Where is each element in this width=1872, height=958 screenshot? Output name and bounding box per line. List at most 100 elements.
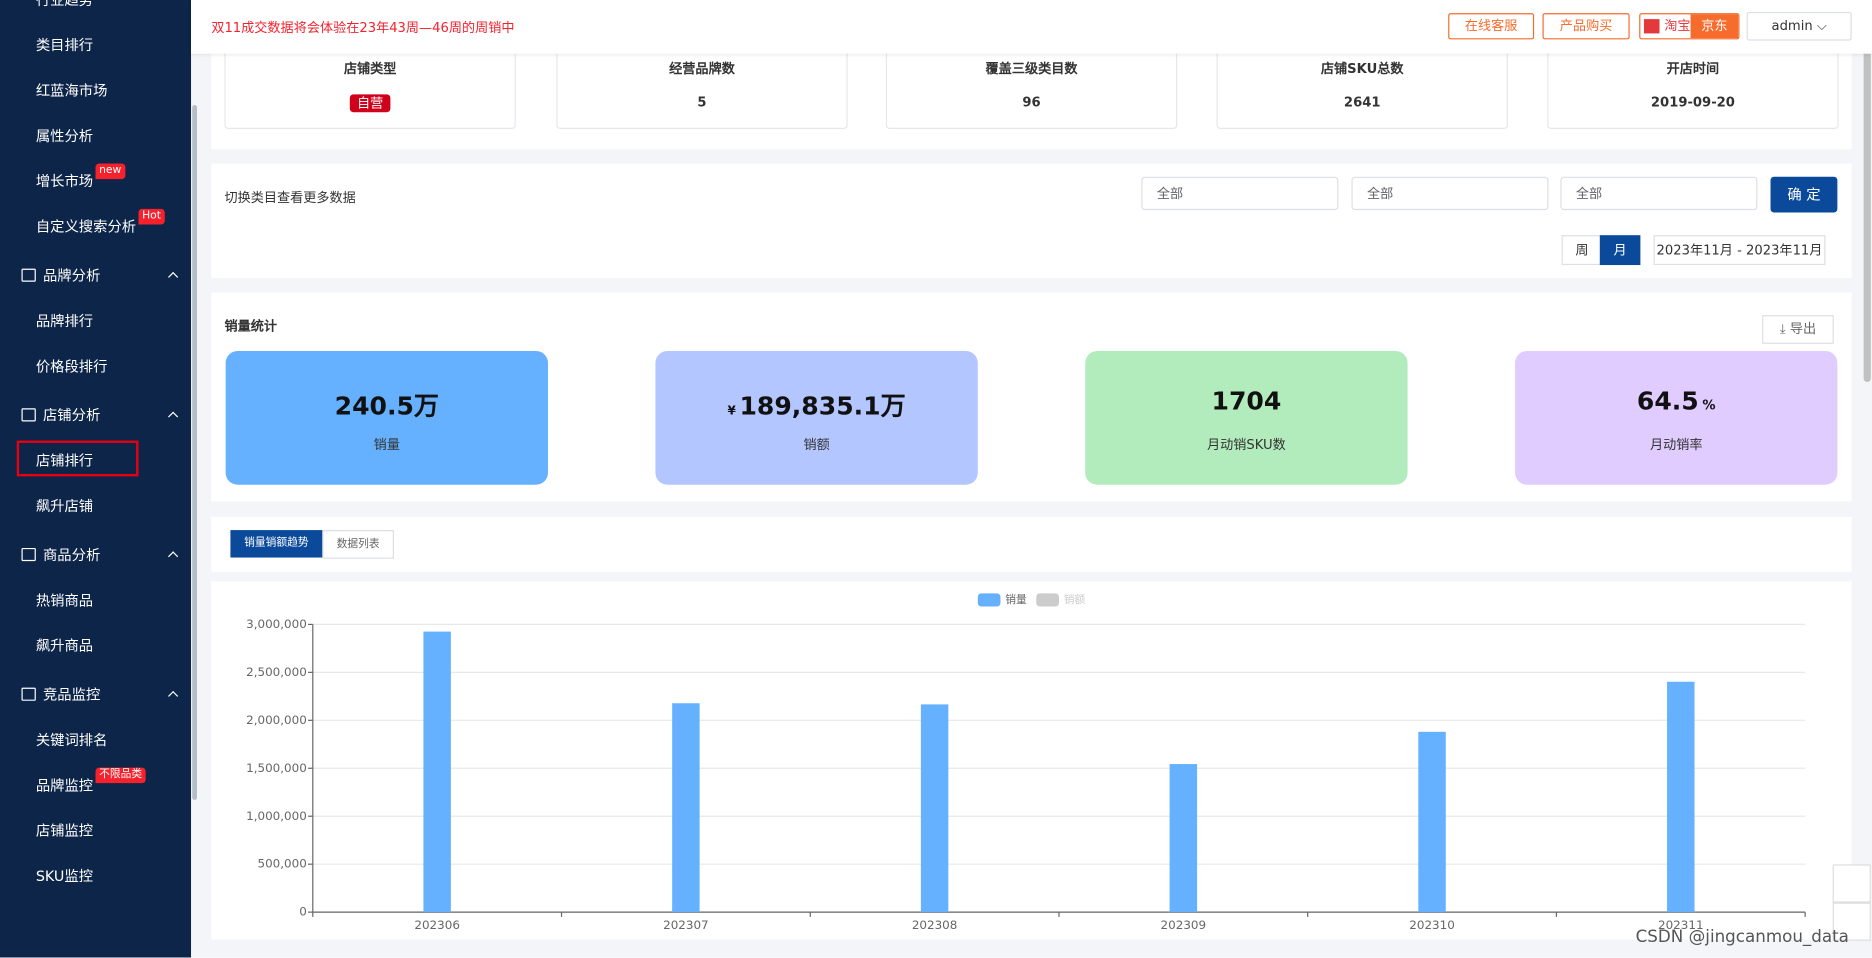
stat-value: 240.5万 <box>334 391 440 421</box>
info-label: 开店时间 <box>1666 60 1720 77</box>
bar <box>672 703 700 913</box>
info-value: 5 <box>697 94 707 110</box>
stat-label: 月动销SKU数 <box>1207 436 1286 453</box>
category-select[interactable]: 全部 <box>1141 176 1339 211</box>
top-button[interactable] <box>1832 902 1871 941</box>
nav-label[interactable]: SKU监控 <box>35 867 94 885</box>
qr-button[interactable] <box>1832 864 1871 903</box>
info-label: 店铺类型 <box>343 60 397 77</box>
nav-label[interactable]: 店铺分析 <box>42 407 101 424</box>
date-range[interactable]: 2023年11月 - 2023年11月 <box>1653 235 1826 266</box>
export-label[interactable]: 导出 <box>1789 321 1817 337</box>
info-card: 经营品牌数 5 <box>556 47 848 129</box>
info-value: 2641 <box>1343 94 1381 110</box>
bar <box>1169 764 1198 913</box>
tab-panel: 销量销额趋势 数据列表 <box>211 516 1852 572</box>
nav-group[interactable]: 竞品监控 <box>0 672 191 717</box>
nav-label[interactable]: 飙升店铺 <box>35 497 94 515</box>
nav-icon <box>21 408 36 422</box>
nav-label[interactable]: 类目排行 <box>35 37 94 54</box>
stat-label: 销额 <box>803 436 830 453</box>
x-tick-label: 202307 <box>663 918 709 932</box>
user-menu[interactable]: admin ⌵ <box>1746 11 1852 41</box>
tab-active[interactable]: 销量销额趋势 <box>230 530 323 558</box>
legend-label: 销额 <box>1064 593 1086 606</box>
platform-switch[interactable]: 淘宝 京东 <box>1639 13 1740 40</box>
header: 双11成交数据将会体验在23年43周—46周的周销中 在线客服 产品购买 淘宝 … <box>191 0 1872 54</box>
nav-label[interactable]: 自定义搜索分析 <box>35 218 137 236</box>
nav-group[interactable]: 品牌分析 <box>0 253 191 298</box>
nav-badge: new <box>95 163 125 180</box>
nav-label[interactable]: 店铺排行 <box>35 452 94 470</box>
nav-item[interactable]: 飙升商品 <box>0 623 191 668</box>
x-tick-label: 202308 <box>912 918 958 932</box>
user-name[interactable]: admin <box>1771 17 1813 34</box>
store-type-badge: 自营 <box>349 94 391 113</box>
nav-item[interactable]: 类目排行 <box>0 23 191 68</box>
nav-label[interactable]: 行业趋势 <box>35 0 94 9</box>
nav-label[interactable]: 品牌分析 <box>42 267 101 285</box>
nav-label[interactable]: 关键词排名 <box>35 731 108 749</box>
nav-item[interactable]: 品牌排行 <box>0 298 191 343</box>
nav-icon <box>21 687 36 701</box>
service-button[interactable]: 在线客服 <box>1448 13 1535 40</box>
nav-label[interactable]: 增长市场 <box>35 173 94 190</box>
info-card: 店铺SKU总数 2641 <box>1216 47 1508 129</box>
info-value: 96 <box>1022 94 1041 110</box>
nav-item[interactable]: 店铺监控 <box>0 808 191 853</box>
nav-label[interactable]: 热销商品 <box>35 592 94 609</box>
nav-item[interactable]: 热销商品 <box>0 578 191 623</box>
info-panel: 店铺类型 自营 经营品牌数 5 覆盖三级类目数 96 店铺SKU总数 2641 开店时间 2019… <box>211 35 1852 150</box>
nav-label[interactable]: 品牌排行 <box>35 312 94 330</box>
nav-item[interactable]: 价格段排行 <box>0 344 191 389</box>
nav-item[interactable]: 品牌监控 不限品类 <box>0 763 191 808</box>
nav-label[interactable]: 竞品监控 <box>42 686 101 704</box>
tab[interactable]: 数据列表 <box>322 530 394 559</box>
export-button[interactable]: ⤓ 导出 <box>1762 315 1834 344</box>
nav-label[interactable]: 价格段排行 <box>35 358 108 375</box>
category-select[interactable]: 全部 <box>1560 176 1758 211</box>
stat-value: 1704 <box>1211 386 1282 416</box>
stat-value-row: ¥189,835.1万 <box>655 387 977 423</box>
month-toggle[interactable]: 月 <box>1599 235 1641 266</box>
y-tick-label: 2,000,000 <box>246 713 307 727</box>
nav-item[interactable]: 店铺排行 <box>0 438 191 483</box>
nav-label[interactable]: 商品分析 <box>42 546 101 564</box>
stats-panel: 销量统计 ⤓ 导出 240.5万 销量 ¥189,835.1万 销额 1704 月动销SK… <box>211 292 1852 502</box>
platform-taobao[interactable]: 淘宝 <box>1664 17 1691 34</box>
nav-label[interactable]: 品牌监控 <box>35 777 94 794</box>
buy-button[interactable]: 产品购买 <box>1542 13 1630 40</box>
legend-swatch <box>977 593 1001 607</box>
category-select[interactable]: 全部 <box>1351 176 1549 211</box>
nav-group[interactable]: 店铺分析 <box>0 393 191 438</box>
info-card: 店铺类型 自营 <box>224 47 516 129</box>
info-value: 自营 <box>226 94 515 113</box>
nav-item[interactable]: 飙升店铺 <box>0 484 191 529</box>
page-scrollbar <box>1863 47 1871 383</box>
info-card: 覆盖三级类目数 96 <box>885 47 1178 129</box>
platform-jd[interactable]: 京东 <box>1690 14 1739 39</box>
confirm-button[interactable]: 确 定 <box>1770 176 1838 213</box>
nav-item[interactable]: 红蓝海市场 <box>0 68 191 113</box>
nav-group[interactable]: 商品分析 <box>0 532 191 577</box>
nav-label[interactable]: 飙升商品 <box>35 637 94 655</box>
nav-label[interactable]: 属性分析 <box>35 127 94 145</box>
nav-item[interactable]: SKU监控 <box>0 854 191 899</box>
stat-value-row: 240.5万 <box>226 387 548 423</box>
nav-label[interactable]: 店铺监控 <box>35 822 94 840</box>
stat-card: 64.5% 月动销率 <box>1515 351 1838 485</box>
nav-item[interactable]: 属性分析 <box>0 113 191 158</box>
nav-label[interactable]: 红蓝海市场 <box>35 82 108 100</box>
nav-item[interactable]: 关键词排名 <box>0 718 191 763</box>
nav-item[interactable]: 自定义搜索分析 Hot <box>0 204 191 249</box>
stat-value-row: 64.5% <box>1515 387 1837 416</box>
stat-prefix: ¥ <box>727 404 736 418</box>
sidebar: 行业趋势 类目排行 红蓝海市场 属性分析 增长市场 new 自定义搜索分析 Hot 品牌分析 品牌… <box>0 0 197 958</box>
bar <box>1667 681 1695 913</box>
nav-item[interactable]: 增长市场 new <box>0 159 191 204</box>
stat-card: 1704 月动销SKU数 <box>1085 351 1408 485</box>
nav-item[interactable]: 行业趋势 <box>0 0 191 23</box>
bar <box>920 704 949 913</box>
